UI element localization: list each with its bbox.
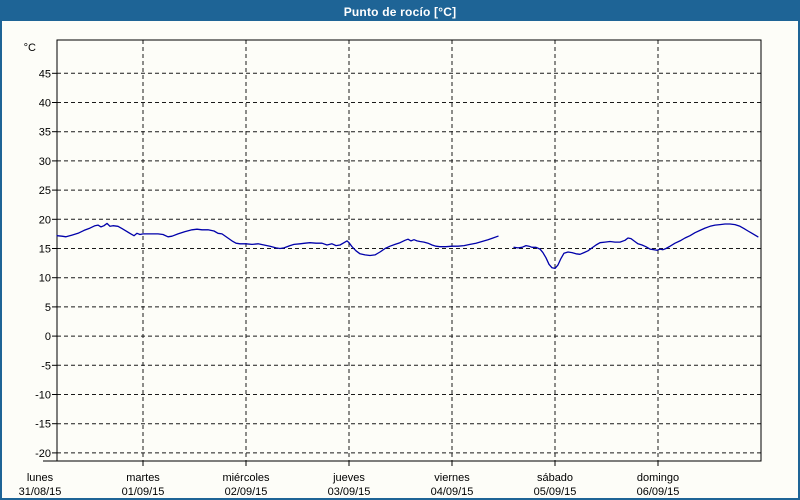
x-axis-date-label: 01/09/15 [122, 486, 165, 498]
x-axis-day-label: miércoles [222, 472, 270, 484]
x-axis-day-label: jueves [332, 472, 365, 484]
x-axis-date-label: 03/09/15 [328, 486, 371, 498]
x-axis-day-label: lunes [27, 472, 54, 484]
y-axis-tick-label: 25 [39, 185, 51, 197]
chart-title: Punto de rocío [°C] [343, 4, 457, 19]
y-axis-tick-label: -5 [41, 360, 51, 372]
x-axis-date-label: 02/09/15 [225, 486, 268, 498]
y-axis-tick-label: 20 [39, 214, 51, 226]
y-axis-tick-label: 30 [39, 156, 51, 168]
y-axis-tick-label: -10 [35, 390, 51, 402]
y-axis-tick-label: 0 [45, 331, 51, 343]
dewpoint-series-line [513, 223, 759, 270]
y-axis-tick-label: 45 [39, 68, 51, 80]
y-axis-tick-label: 5 [45, 302, 51, 314]
x-axis-date-label: 04/09/15 [431, 486, 474, 498]
x-axis-date-label: 05/09/15 [534, 486, 577, 498]
chart-title-bar: Punto de rocío [°C] [2, 2, 798, 21]
x-axis-day-label: sábado [537, 472, 573, 484]
y-axis-tick-label: 35 [39, 127, 51, 139]
dewpoint-series-line [56, 222, 499, 257]
x-axis-day-label: martes [126, 472, 160, 484]
y-axis-tick-label: 10 [39, 273, 51, 285]
y-axis-tick-label: 15 [39, 244, 51, 256]
y-axis-tick-label: 40 [39, 98, 51, 110]
y-axis-unit-label: °C [24, 42, 36, 54]
y-axis-tick-label: -20 [35, 448, 51, 460]
y-axis-tick-label: -15 [35, 419, 51, 431]
x-axis-day-label: viernes [434, 472, 470, 484]
x-axis-day-label: domingo [637, 472, 679, 484]
x-axis-date-label: 06/09/15 [637, 486, 680, 498]
x-axis-date-label: 31/08/15 [19, 486, 62, 498]
